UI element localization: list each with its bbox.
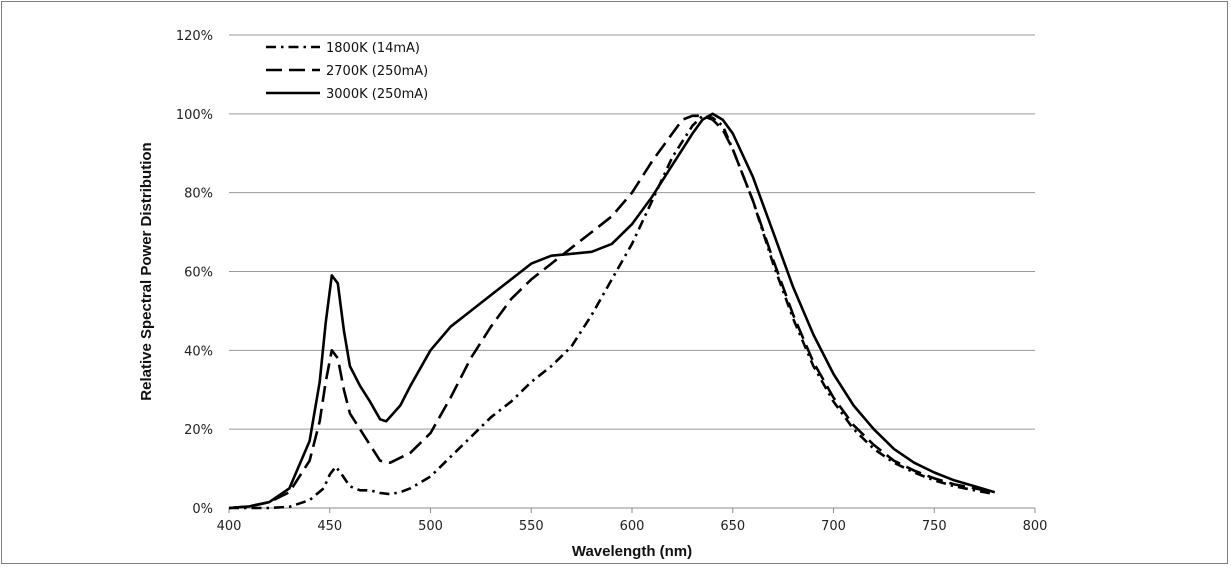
x-tick-label: 450	[317, 519, 342, 534]
x-tick-label: 750	[922, 519, 947, 534]
y-tick-label: 100%	[176, 108, 213, 123]
y-axis-title: Relative Spectral Power Distribution	[138, 142, 155, 400]
legend-label: 2700K (250mA)	[326, 64, 428, 79]
y-tick-label: 20%	[184, 423, 213, 438]
x-tick-label: 550	[519, 519, 544, 534]
x-tick-label: 600	[620, 519, 645, 534]
series-line-2	[228, 114, 995, 510]
legend-label: 1800K (14mA)	[326, 41, 420, 56]
x-axis-title: Wavelength (nm)	[572, 543, 692, 560]
y-tick-label: 60%	[184, 266, 213, 281]
y-tick-labels: 0% 20% 40% 60% 80% 100% 120%	[176, 29, 213, 517]
y-tick-label: 40%	[184, 344, 213, 359]
series-line-3	[228, 112, 996, 510]
legend-label: 3000K (250mA)	[326, 87, 428, 102]
x-tick-label: 400	[217, 519, 242, 534]
x-tick-label: 700	[821, 519, 846, 534]
x-tick-label: 650	[720, 519, 745, 534]
series-lines	[228, 112, 996, 510]
axes	[228, 507, 1036, 513]
y-tick-label: 120%	[176, 29, 213, 44]
y-tick-label: 0%	[192, 502, 213, 517]
x-tick-label: 500	[418, 519, 443, 534]
series-line-1	[229, 114, 995, 510]
y-tick-label: 80%	[184, 187, 213, 202]
x-tick-labels: 400 450 500 550 600 650 700 750 800	[217, 519, 1048, 534]
legend: 1800K (14mA) 2700K (250mA) 3000K (250mA)	[266, 41, 428, 102]
x-tick-label: 800	[1023, 519, 1048, 534]
gridlines	[229, 34, 1035, 430]
